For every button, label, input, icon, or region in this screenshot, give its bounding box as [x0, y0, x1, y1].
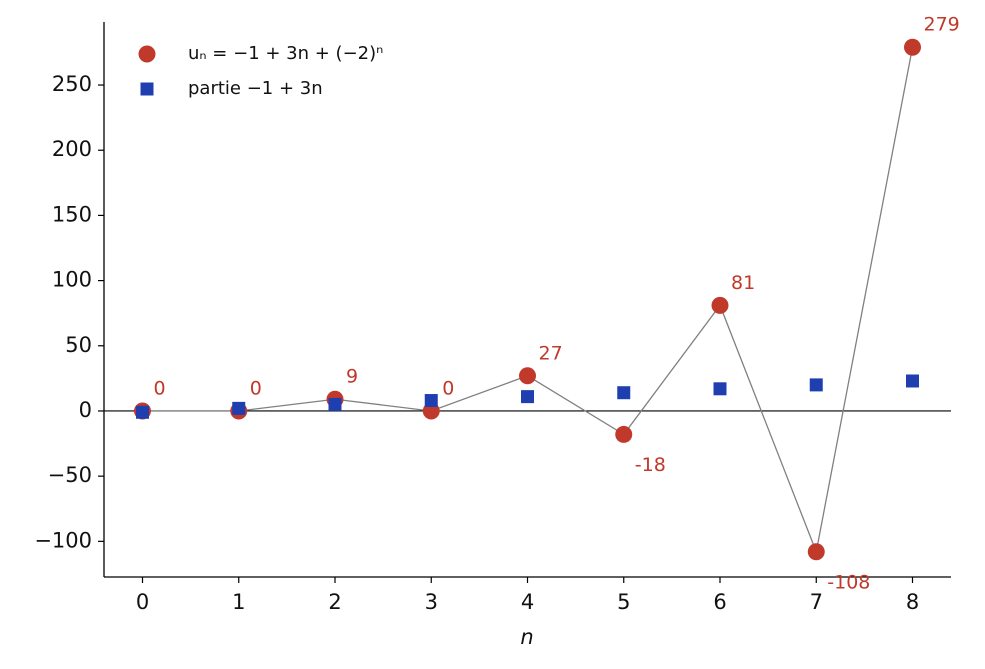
series-line: [142, 47, 914, 555]
circle-point: [711, 296, 729, 314]
x-tick-label: 2: [328, 590, 341, 614]
legend-label: uₙ = −1 + 3n + (−2)ⁿ: [188, 43, 383, 64]
square-point: [232, 401, 246, 415]
y-tick-label: 0: [79, 398, 92, 422]
data-label: 0: [442, 377, 454, 399]
x-tick-label: 7: [810, 590, 823, 614]
square-point: [521, 390, 534, 404]
legend-marker: [138, 45, 156, 63]
y-tick-label: 200: [52, 137, 92, 161]
data-label: -108: [827, 571, 870, 593]
data-label: 0: [154, 377, 166, 399]
x-tick-label: 6: [713, 590, 726, 614]
square-point: [809, 378, 823, 392]
legend-marker: [140, 82, 154, 96]
square-point: [136, 405, 149, 419]
circle-point: [615, 425, 633, 443]
data-label: 279: [924, 14, 960, 36]
x-tick-label: 4: [521, 590, 534, 614]
data-label: 9: [346, 366, 358, 388]
y-tick-label: −50: [48, 463, 92, 487]
circle-point: [807, 543, 825, 561]
y-tick-label: 100: [52, 268, 92, 292]
circle-point: [519, 367, 536, 385]
legend-label: partie −1 + 3n: [188, 78, 323, 99]
y-tick-label: 250: [52, 72, 92, 96]
x-tick-label: 5: [617, 590, 630, 614]
circle-point: [904, 38, 921, 56]
data-label: -18: [635, 454, 666, 476]
square-point: [906, 374, 919, 388]
y-tick-label: 150: [52, 202, 92, 226]
x-tick-label: 3: [425, 590, 438, 614]
square-point: [617, 386, 631, 400]
data-label: 0: [250, 377, 262, 399]
square-point: [424, 394, 438, 408]
x-tick-label: 0: [136, 590, 149, 614]
square-point: [713, 382, 727, 396]
x-tick-label: 8: [906, 590, 919, 614]
data-label: 27: [539, 342, 563, 364]
data-label: 81: [731, 272, 755, 294]
y-tick-label: −100: [34, 528, 92, 552]
square-point: [328, 397, 342, 411]
x-axis-label: n: [520, 625, 533, 649]
y-tick-label: 50: [65, 333, 92, 357]
x-tick-label: 1: [232, 590, 245, 614]
